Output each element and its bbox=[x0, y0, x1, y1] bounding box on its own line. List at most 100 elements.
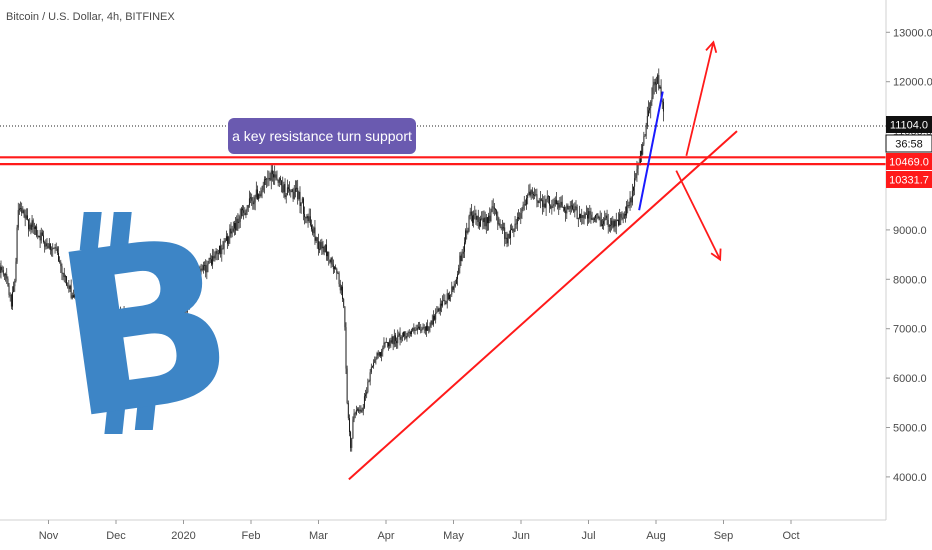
logo-bar-top-right bbox=[109, 212, 132, 250]
candle-body bbox=[619, 213, 621, 226]
candle-body bbox=[347, 403, 349, 419]
candle-body bbox=[177, 312, 179, 315]
candle-body bbox=[539, 199, 541, 201]
candle-body bbox=[444, 300, 446, 305]
candle-body bbox=[599, 217, 601, 221]
candle-body bbox=[68, 286, 70, 289]
candle-body bbox=[66, 276, 67, 286]
candle-body bbox=[238, 221, 240, 224]
candle-body bbox=[154, 315, 156, 318]
candle-body bbox=[182, 314, 184, 321]
x-tick-label: Sep bbox=[714, 530, 734, 542]
candle-body bbox=[53, 247, 55, 249]
candle-body bbox=[372, 366, 373, 368]
candle-body bbox=[380, 352, 381, 357]
candle-body bbox=[140, 318, 142, 325]
candle-body bbox=[576, 206, 578, 219]
candle-body bbox=[447, 293, 449, 300]
candle-body bbox=[83, 305, 85, 313]
candle-body bbox=[52, 247, 54, 250]
candle-body bbox=[201, 268, 203, 270]
candle-body bbox=[634, 178, 636, 187]
logo-bar-bottom-left bbox=[104, 390, 128, 434]
candle-body bbox=[649, 108, 651, 111]
upper-level-tag bbox=[886, 153, 932, 170]
candle-body bbox=[266, 178, 268, 180]
candle-body bbox=[343, 299, 345, 307]
candle-body bbox=[432, 315, 434, 325]
candle-body bbox=[631, 190, 633, 203]
candle-body bbox=[268, 177, 270, 179]
candle-body bbox=[552, 205, 554, 207]
candle-body bbox=[376, 353, 378, 360]
candle-body bbox=[320, 242, 322, 249]
candle-body bbox=[451, 286, 453, 295]
candle-body bbox=[305, 217, 307, 219]
candle-body bbox=[420, 329, 422, 331]
candle-body bbox=[428, 326, 430, 331]
candle-body bbox=[375, 359, 377, 360]
x-tick-label: Jul bbox=[581, 530, 595, 542]
candle-body bbox=[15, 261, 17, 281]
candle-body bbox=[546, 196, 548, 200]
candle-body bbox=[104, 319, 105, 325]
candle-body bbox=[490, 211, 492, 221]
candle-body bbox=[184, 311, 186, 320]
candle-body bbox=[386, 342, 388, 343]
candle-body bbox=[474, 213, 476, 215]
candle-body bbox=[366, 391, 368, 395]
candle-body bbox=[299, 191, 301, 206]
candle-body bbox=[125, 315, 127, 318]
y-tick-label: 9000.0 bbox=[893, 225, 927, 237]
candle-body bbox=[572, 205, 573, 210]
candle-body bbox=[309, 216, 311, 226]
candle-body bbox=[527, 195, 529, 199]
candle-body bbox=[215, 250, 217, 255]
candle-body bbox=[397, 335, 399, 344]
x-tick-label: Aug bbox=[646, 530, 666, 542]
candle-body bbox=[644, 135, 646, 137]
candle-body bbox=[58, 253, 59, 261]
candle-body bbox=[637, 164, 639, 170]
candle-body bbox=[656, 83, 657, 85]
candle-body bbox=[208, 257, 210, 264]
candle-body bbox=[389, 340, 391, 347]
candle-body bbox=[300, 202, 302, 206]
candle-body bbox=[301, 198, 303, 203]
candle-body bbox=[643, 136, 645, 145]
candle-body bbox=[424, 326, 426, 331]
time-axis[interactable]: Nov Dec 2020 Feb Mar Apr May Jun Jul Aug Sep Oct bbox=[0, 519, 886, 542]
candle-body bbox=[501, 227, 503, 229]
y-tick-label: 7000.0 bbox=[893, 324, 927, 336]
candle-body bbox=[54, 247, 56, 249]
candle-body bbox=[96, 326, 97, 328]
candle-body bbox=[533, 193, 534, 196]
candle-body bbox=[458, 268, 460, 275]
candle-body bbox=[194, 279, 196, 285]
candle-body bbox=[514, 223, 516, 232]
logo-bar-top-left bbox=[79, 212, 102, 250]
candle-body bbox=[537, 200, 539, 203]
candle-body bbox=[62, 273, 64, 274]
candle-body bbox=[629, 197, 631, 206]
candle-body bbox=[484, 217, 486, 227]
candle-body bbox=[211, 259, 212, 265]
candle-body bbox=[192, 287, 194, 290]
y-tick-label: 13000.0 bbox=[893, 27, 932, 39]
candle-body bbox=[419, 326, 421, 330]
candle-body bbox=[469, 211, 471, 217]
candle-body bbox=[585, 213, 587, 215]
candle-body bbox=[489, 215, 491, 221]
candle-body bbox=[388, 342, 389, 347]
candle-body bbox=[513, 231, 515, 232]
candle-body bbox=[355, 409, 357, 415]
candle-body bbox=[214, 254, 216, 259]
candle-body bbox=[628, 205, 630, 206]
candle-body bbox=[40, 232, 42, 241]
candle-body bbox=[257, 189, 258, 200]
candle-body bbox=[605, 215, 607, 219]
arrow-up-shaft bbox=[685, 41, 715, 157]
candle-body bbox=[285, 195, 287, 197]
candle-body bbox=[446, 293, 448, 304]
candle-body bbox=[254, 197, 256, 203]
